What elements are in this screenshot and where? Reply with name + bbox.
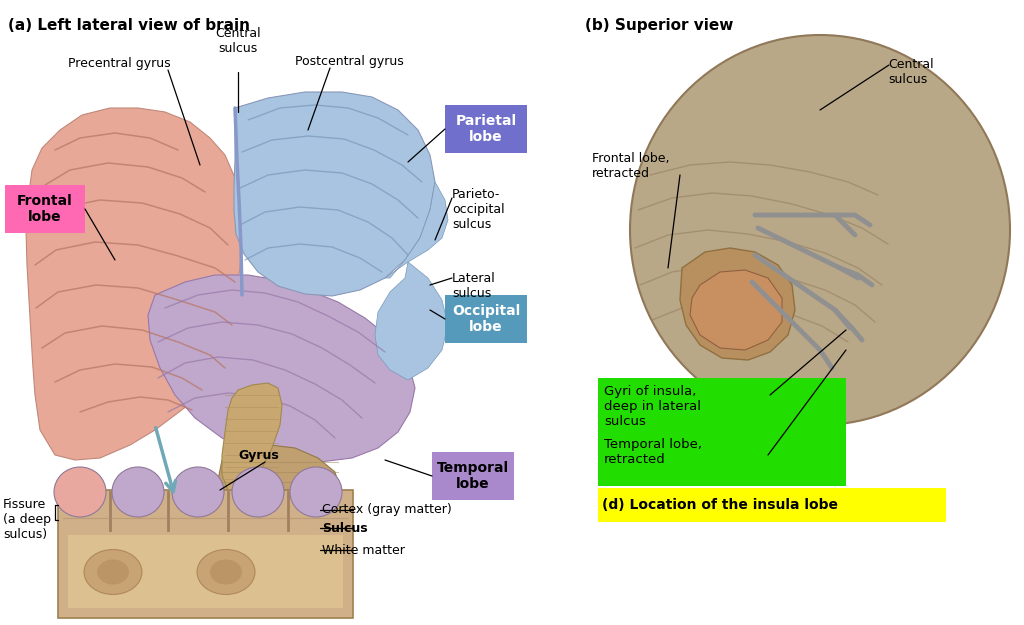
Text: Temporal lobe,: Temporal lobe, <box>604 438 702 451</box>
Text: Temporal
lobe: Temporal lobe <box>437 461 509 491</box>
Ellipse shape <box>97 559 129 584</box>
Text: sulcus: sulcus <box>604 415 646 428</box>
Text: (d) Location of the insula lobe: (d) Location of the insula lobe <box>602 498 838 512</box>
FancyBboxPatch shape <box>598 378 846 486</box>
Polygon shape <box>222 383 282 495</box>
FancyBboxPatch shape <box>68 535 343 608</box>
Ellipse shape <box>112 467 164 517</box>
Ellipse shape <box>54 467 106 517</box>
Text: Frontal lobe,
retracted: Frontal lobe, retracted <box>592 152 670 180</box>
Text: Parietal
lobe: Parietal lobe <box>456 114 516 144</box>
FancyBboxPatch shape <box>432 452 514 500</box>
Text: Cortex (gray matter): Cortex (gray matter) <box>322 504 452 516</box>
Ellipse shape <box>210 559 242 584</box>
Text: Central
sulcus: Central sulcus <box>888 58 934 86</box>
Polygon shape <box>218 445 340 530</box>
Text: White matter: White matter <box>322 544 404 556</box>
Polygon shape <box>148 275 415 462</box>
Text: Lateral
sulcus: Lateral sulcus <box>452 272 496 300</box>
Ellipse shape <box>84 549 142 594</box>
Text: (b) Superior view: (b) Superior view <box>585 18 733 33</box>
PathPatch shape <box>26 108 242 460</box>
Text: (a) Left lateral view of brain: (a) Left lateral view of brain <box>8 18 250 33</box>
Text: Precentral gyrus: Precentral gyrus <box>68 57 171 70</box>
Text: Occipital
lobe: Occipital lobe <box>452 304 520 334</box>
FancyBboxPatch shape <box>598 488 946 522</box>
Text: Postcentral gyrus: Postcentral gyrus <box>295 55 403 68</box>
FancyBboxPatch shape <box>445 105 527 153</box>
FancyBboxPatch shape <box>58 490 353 618</box>
Polygon shape <box>234 92 435 296</box>
FancyBboxPatch shape <box>5 185 85 233</box>
Polygon shape <box>680 248 795 360</box>
Text: Sulcus: Sulcus <box>322 521 368 534</box>
Polygon shape <box>232 488 268 548</box>
Polygon shape <box>385 182 449 278</box>
Text: Fissure
(a deep
sulcus): Fissure (a deep sulcus) <box>3 498 51 541</box>
Text: Central
sulcus: Central sulcus <box>215 27 261 55</box>
Text: Frontal
lobe: Frontal lobe <box>17 194 73 224</box>
Text: Gyrus: Gyrus <box>238 449 279 462</box>
Ellipse shape <box>197 549 255 594</box>
Ellipse shape <box>172 467 224 517</box>
Ellipse shape <box>630 35 1010 425</box>
FancyBboxPatch shape <box>445 295 527 343</box>
Polygon shape <box>375 262 449 380</box>
Ellipse shape <box>290 467 342 517</box>
Ellipse shape <box>232 467 284 517</box>
Text: deep in lateral: deep in lateral <box>604 400 701 413</box>
Text: retracted: retracted <box>604 453 666 466</box>
Text: Gyri of insula,: Gyri of insula, <box>604 385 696 398</box>
Text: Parieto-
occipital
sulcus: Parieto- occipital sulcus <box>452 188 505 231</box>
Polygon shape <box>690 270 782 350</box>
